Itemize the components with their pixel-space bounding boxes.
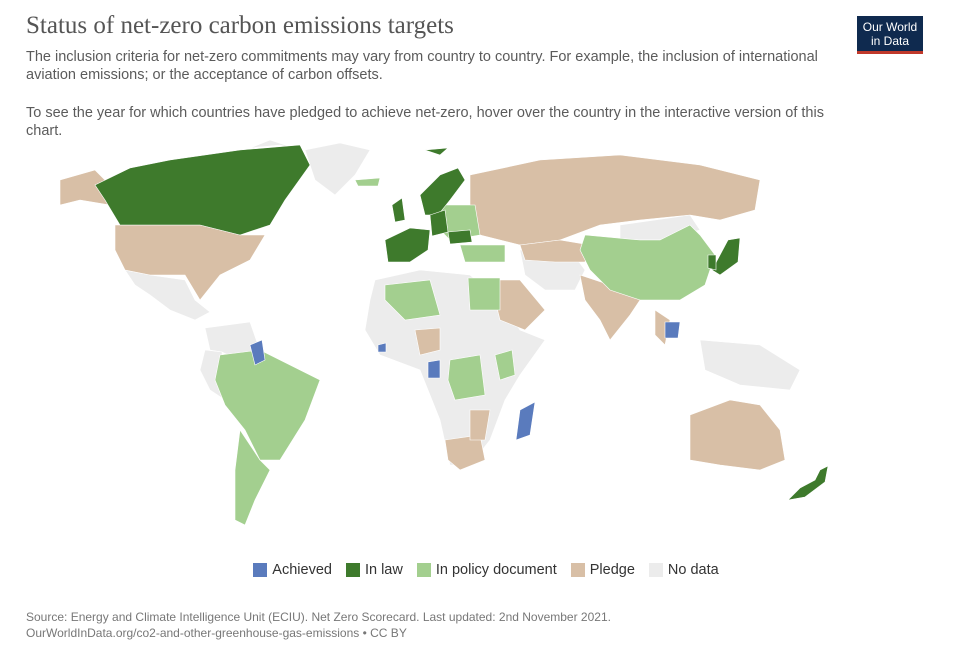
legend-label: No data	[667, 562, 719, 578]
country[interactable]	[429, 209, 449, 237]
country[interactable]	[707, 254, 717, 271]
country[interactable]	[664, 321, 681, 339]
country[interactable]	[304, 142, 371, 196]
logo-line: Our World	[862, 20, 918, 34]
country[interactable]	[447, 229, 473, 245]
country[interactable]	[469, 154, 761, 246]
country[interactable]	[114, 224, 266, 301]
country[interactable]	[391, 197, 406, 223]
country[interactable]	[494, 349, 516, 381]
legend-item[interactable]: Achieved	[253, 562, 332, 578]
legend-label: Pledge	[589, 562, 635, 578]
country[interactable]	[419, 167, 466, 216]
legend-item[interactable]: In policy document	[416, 562, 557, 578]
country[interactable]	[515, 401, 536, 441]
legend-label: In policy document	[435, 562, 557, 578]
country[interactable]	[384, 279, 441, 321]
country[interactable]	[377, 342, 387, 353]
country[interactable]	[459, 244, 506, 263]
legend-swatch	[253, 563, 268, 577]
country[interactable]	[519, 239, 591, 263]
country[interactable]	[424, 147, 449, 156]
country[interactable]	[354, 177, 381, 187]
source: Source: Energy and Climate Intelligence …	[26, 610, 611, 624]
title: Status of net-zero carbon emissions targ…	[26, 12, 454, 39]
country[interactable]	[467, 277, 501, 311]
country[interactable]	[249, 339, 266, 366]
legend-swatch	[345, 563, 360, 577]
country[interactable]	[489, 279, 546, 331]
note: To see the year for which countries have…	[26, 105, 824, 139]
country[interactable]	[447, 354, 486, 401]
legend: Achieved In law In policy document Pledge No…	[0, 562, 972, 578]
url[interactable]: OurWorldInData.org/co2-and-other-greenho…	[26, 626, 407, 640]
legend-label: Achieved	[272, 562, 332, 578]
logo-line: in Data	[870, 34, 910, 48]
legend-swatch	[416, 563, 431, 577]
country[interactable]	[689, 399, 786, 471]
legend-swatch	[570, 563, 585, 577]
country[interactable]	[124, 269, 211, 321]
country[interactable]	[414, 327, 441, 356]
legend-item[interactable]: No data	[648, 562, 719, 578]
country[interactable]	[469, 409, 491, 441]
legend-item[interactable]: In law	[345, 562, 403, 578]
country[interactable]	[94, 144, 311, 236]
country[interactable]	[427, 359, 441, 379]
legend-item[interactable]: Pledge	[570, 562, 635, 578]
country[interactable]	[579, 224, 716, 301]
logo[interactable]: Our World in Data	[857, 16, 923, 54]
subtitle: The inclusion criteria for net-zero comm…	[26, 49, 818, 83]
legend-label: In law	[364, 562, 403, 578]
legend-swatch	[648, 563, 663, 577]
country[interactable]	[214, 349, 321, 461]
country[interactable]	[699, 339, 801, 391]
country[interactable]	[787, 465, 829, 501]
country[interactable]	[384, 227, 431, 263]
country[interactable]	[234, 429, 271, 526]
